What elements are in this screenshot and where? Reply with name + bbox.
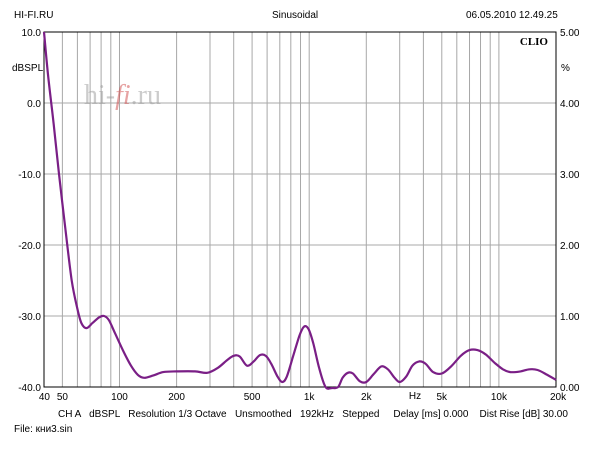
- grid-lines: [44, 32, 556, 387]
- svg-text:hi-fi.ru: hi-fi.ru: [84, 80, 161, 111]
- watermark-ru: .ru: [131, 80, 161, 111]
- y-tick-label: -30.0: [18, 312, 41, 323]
- y2-axis-label: %: [561, 63, 570, 74]
- x-tick-label: 1k: [304, 392, 316, 403]
- header-left: HI-FI.RU: [14, 10, 54, 21]
- y2-tick-label: 3.00: [560, 170, 580, 181]
- file-name: File: кни3.sin: [14, 424, 73, 435]
- y-tick-label: 10.0: [22, 28, 42, 39]
- y-axis-label: dBSPL: [12, 63, 44, 74]
- y-tick-label: -20.0: [18, 241, 41, 252]
- measurement-settings: CH A dBSPL Resolution 1/3 Octave Unsmoot…: [58, 409, 568, 420]
- x-tick-label: 20k: [550, 392, 567, 403]
- x-axis-unit: Hz: [409, 391, 421, 402]
- x-tick-label: 2k: [361, 392, 373, 403]
- watermark-dash: -: [106, 80, 115, 111]
- header-title: Sinusoidal: [272, 10, 319, 21]
- y2-tick-label: 2.00: [560, 241, 580, 252]
- response-curve: [42, 31, 557, 390]
- plot-frame: [43, 31, 557, 388]
- y2-tick-label: 4.00: [560, 99, 580, 110]
- x-tick-label: 100: [111, 392, 128, 403]
- y2-tick-label: 5.00: [560, 28, 580, 39]
- x-tick-label: 500: [244, 392, 261, 403]
- x-tick-label: 40: [39, 392, 51, 403]
- y-tick-label: -10.0: [18, 170, 41, 181]
- x-tick-label: 5k: [437, 392, 449, 403]
- header-timestamp: 06.05.2010 12.49.25: [466, 10, 558, 21]
- y-tick-label: 0.0: [27, 99, 41, 110]
- x-tick-label: 200: [168, 392, 185, 403]
- y-tick-label: -40.0: [18, 383, 41, 394]
- y2-tick-label: 1.00: [560, 312, 580, 323]
- clio-brand: CLIO: [520, 36, 549, 48]
- watermark-hi: hi: [84, 80, 106, 111]
- watermark-fi: fi: [115, 80, 131, 111]
- y2-tick-label: 0.00: [560, 383, 580, 394]
- x-tick-label: 10k: [491, 392, 508, 403]
- x-tick-label: 50: [57, 392, 69, 403]
- watermark-logo: hi-fi.ru: [84, 80, 161, 111]
